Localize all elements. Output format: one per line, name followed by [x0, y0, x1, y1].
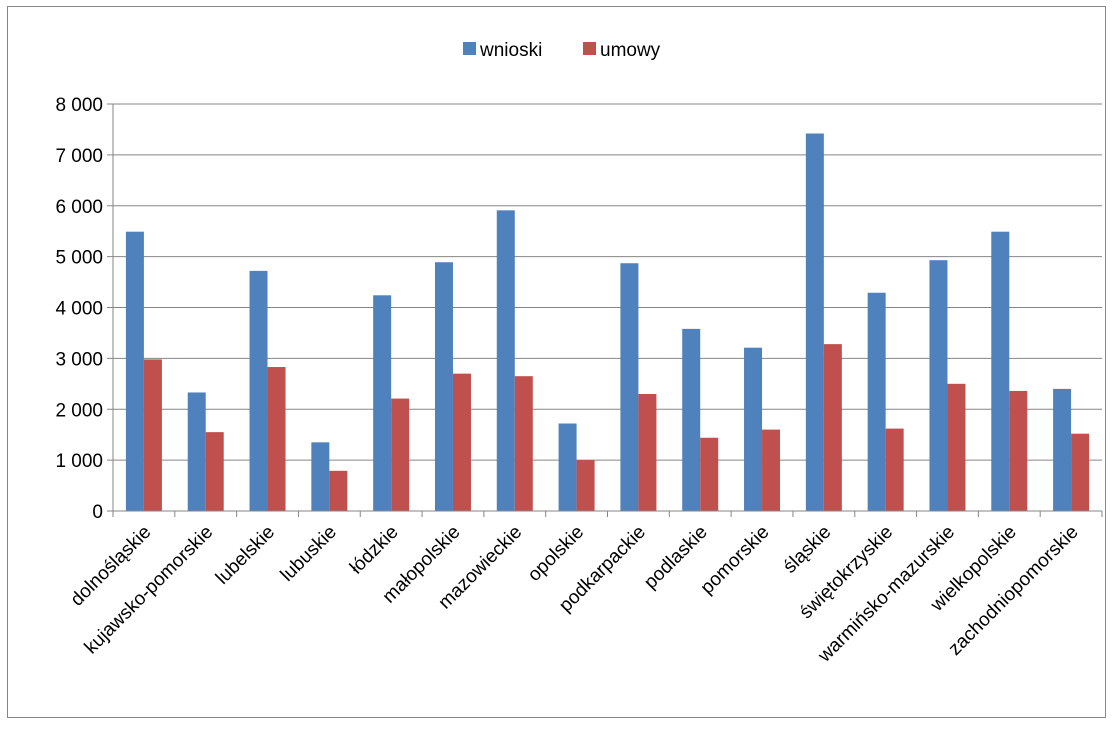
x-tick-label: łódzkie: [346, 522, 403, 579]
bar-wnioski: [311, 442, 330, 511]
bar-wnioski: [496, 210, 515, 512]
y-tick-label: 4 000: [55, 299, 103, 320]
x-tick-label: opolskie: [524, 522, 588, 586]
legend-label-umowy: umowy: [600, 40, 661, 61]
y-tick-label: 1 000: [55, 451, 103, 472]
bar-wnioski: [125, 231, 144, 512]
bar-umowy: [638, 393, 657, 511]
bar-wnioski: [558, 423, 577, 511]
bar-umowy: [762, 429, 781, 511]
bars: [125, 133, 1090, 512]
bar-umowy: [143, 359, 162, 511]
legend-label-wnioski: wnioski: [479, 40, 542, 61]
x-tick-label: lubuskie: [277, 522, 341, 586]
y-tick-label: 6 000: [55, 197, 103, 218]
legend-swatch-umowy: [583, 42, 596, 55]
bar-umowy: [1071, 433, 1090, 511]
y-tick-label: 5 000: [55, 248, 103, 269]
x-tick-label: lubelskie: [212, 522, 279, 589]
bar-umowy: [267, 367, 286, 511]
bar-umowy: [329, 470, 348, 511]
axes: [112, 104, 1103, 517]
bar-umowy: [700, 437, 719, 511]
bar-wnioski: [991, 231, 1010, 512]
y-tick-label: 2 000: [55, 400, 103, 421]
bar-wnioski: [929, 260, 948, 511]
bar-umowy: [885, 428, 904, 511]
x-axis-labels: dolnośląskiekujawsko-pomorskielubelskiel…: [67, 522, 1083, 667]
bar-wnioski: [620, 263, 639, 511]
x-tick-label: śląskie: [779, 522, 835, 578]
chart-frame: [7, 6, 1106, 718]
bar-wnioski: [434, 262, 453, 511]
bar-wnioski: [373, 295, 392, 511]
bar-wnioski: [1053, 388, 1072, 511]
bar-wnioski: [867, 292, 886, 511]
bar-umowy: [391, 398, 410, 511]
bar-umowy: [823, 344, 842, 511]
y-tick-label: 8 000: [55, 95, 103, 116]
legend: wnioski umowy: [463, 40, 661, 61]
bar-wnioski: [682, 328, 701, 511]
legend-swatch-wnioski: [463, 42, 476, 55]
y-tick-label: 3 000: [55, 349, 103, 370]
bar-umowy: [205, 432, 224, 511]
y-axis-labels: 0 1 000 2 000 3 000 4 000 5 000 6 000 7 000 8 00…: [55, 95, 103, 523]
bar-wnioski: [805, 133, 824, 511]
bar-wnioski: [187, 392, 206, 511]
bar-wnioski: [744, 347, 763, 511]
bar-umowy: [514, 376, 533, 511]
bar-wnioski: [249, 270, 268, 511]
bar-umowy: [1009, 390, 1028, 511]
y-tick-label: 7 000: [55, 146, 103, 167]
bar-umowy: [576, 460, 595, 511]
bar-umowy: [452, 373, 471, 511]
y-tick-label: 0: [92, 502, 103, 523]
bar-umowy: [947, 383, 966, 511]
